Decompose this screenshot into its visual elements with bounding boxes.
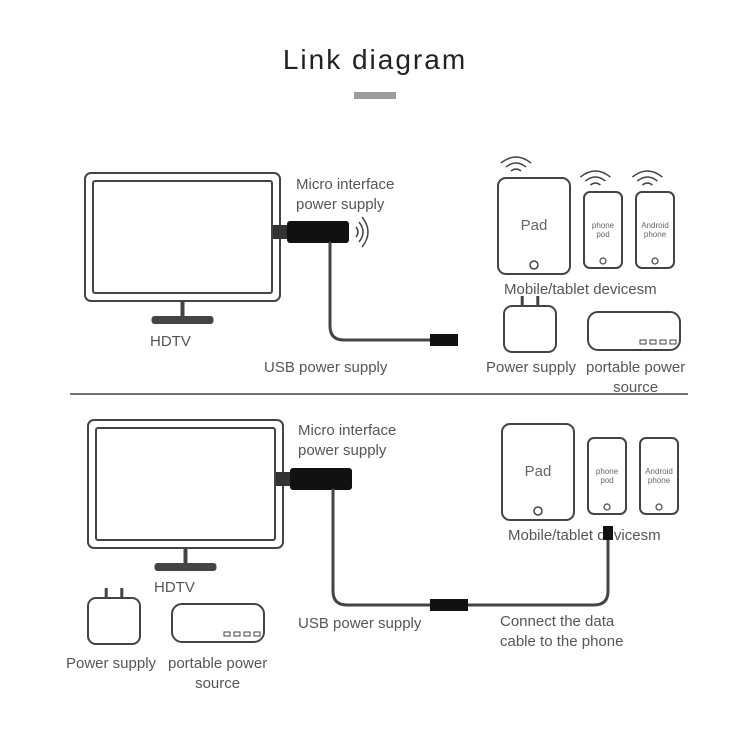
diagram-svg: PadphonepodAndroidphonePadphonepodAndroi… (0, 0, 750, 750)
svg-text:pod: pod (600, 476, 613, 485)
svg-text:phone: phone (596, 467, 619, 476)
svg-text:Pad: Pad (521, 217, 548, 234)
svg-text:Android: Android (645, 467, 673, 476)
svg-text:phone: phone (644, 230, 667, 239)
svg-text:Pad: Pad (525, 463, 552, 480)
svg-text:Android: Android (641, 221, 669, 230)
svg-text:phone: phone (592, 221, 615, 230)
svg-text:pod: pod (596, 230, 609, 239)
svg-text:phone: phone (648, 476, 671, 485)
